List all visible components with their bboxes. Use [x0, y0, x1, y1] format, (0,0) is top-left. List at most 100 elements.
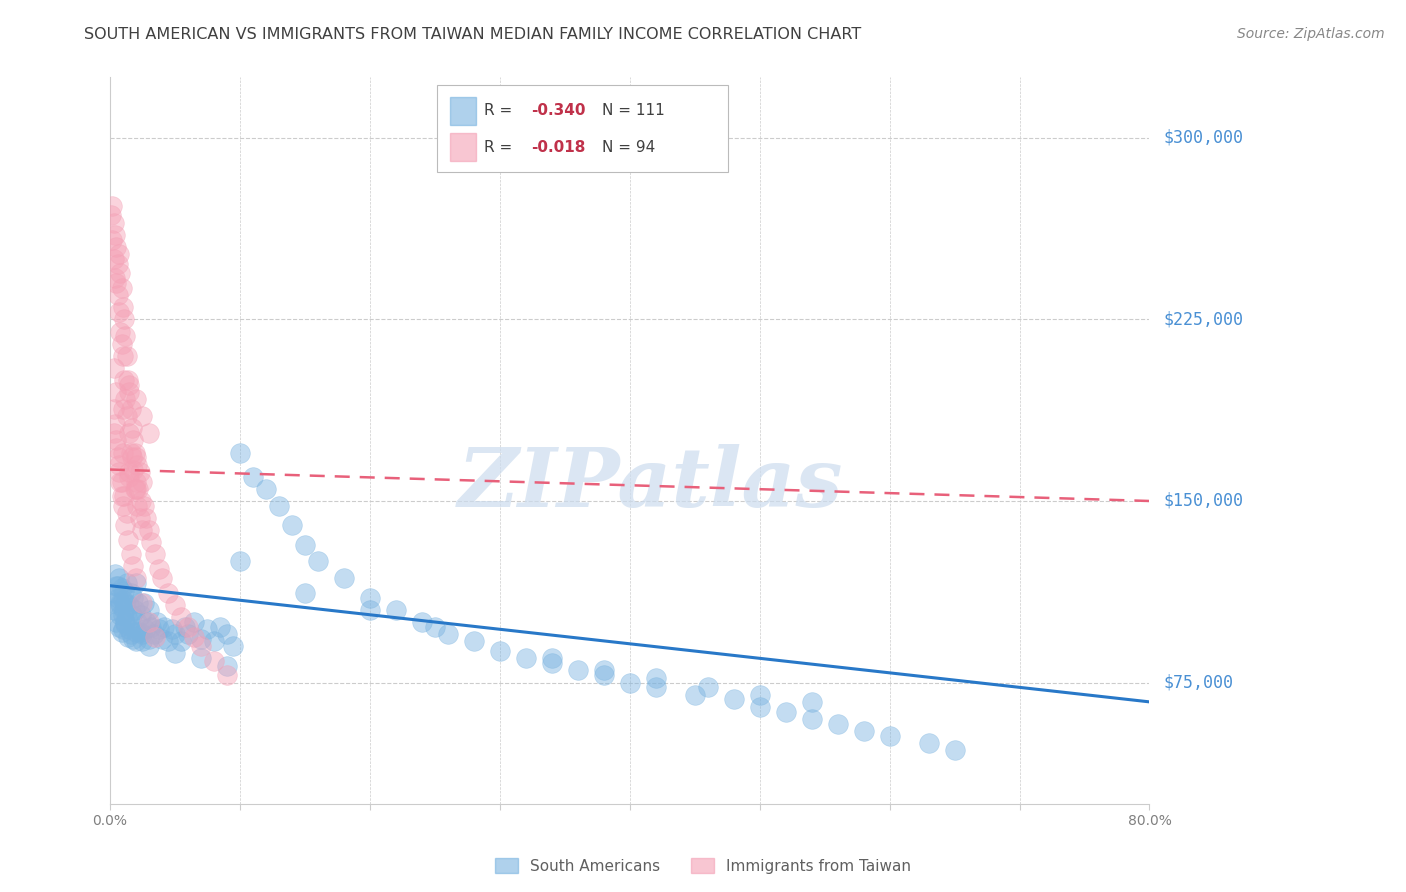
Point [267, 499, 290, 513]
Legend: South Americans, Immigrants from Taiwan: South Americans, Immigrants from Taiwan [489, 852, 917, 880]
Point [131, 596, 153, 610]
Point [110, 607, 132, 622]
Point [104, 586, 127, 600]
Point [683, 688, 706, 702]
Point [150, 632, 173, 646]
Point [540, 656, 562, 670]
Point [110, 281, 132, 295]
Point [124, 445, 146, 459]
Point [138, 523, 160, 537]
Point [115, 409, 138, 424]
Text: $225,000: $225,000 [1163, 310, 1243, 328]
Point [125, 482, 148, 496]
Point [163, 598, 186, 612]
Point [115, 349, 138, 363]
Point [125, 576, 148, 591]
Point [242, 470, 264, 484]
Point [108, 458, 131, 472]
Point [120, 627, 142, 641]
Point [122, 559, 145, 574]
Point [122, 591, 145, 605]
Point [125, 450, 148, 465]
Text: N = 94: N = 94 [602, 140, 655, 154]
Point [254, 482, 277, 496]
Point [124, 482, 146, 496]
Point [145, 615, 167, 629]
Point [120, 586, 142, 600]
Point [567, 664, 589, 678]
Point [110, 475, 132, 489]
Point [111, 301, 134, 315]
Point [104, 227, 127, 242]
Point [800, 712, 823, 726]
Point [129, 494, 152, 508]
Text: ZIPatlas: ZIPatlas [458, 444, 844, 524]
Point [436, 627, 458, 641]
Point [127, 615, 149, 629]
Point [105, 441, 128, 455]
Text: R =: R = [484, 103, 517, 119]
Point [138, 426, 160, 441]
Text: $300,000: $300,000 [1163, 129, 1243, 147]
Point [852, 723, 875, 738]
Point [143, 547, 166, 561]
Point [118, 426, 141, 441]
Point [644, 681, 666, 695]
Point [100, 208, 122, 222]
Point [141, 535, 163, 549]
Point [125, 624, 148, 639]
Point [281, 518, 304, 533]
Point [170, 610, 193, 624]
Point [332, 571, 354, 585]
Point [112, 603, 135, 617]
Point [105, 579, 128, 593]
Point [150, 571, 173, 585]
Point [110, 325, 132, 339]
Point [105, 240, 128, 254]
Point [112, 312, 135, 326]
Point [118, 622, 141, 636]
Point [129, 607, 152, 622]
Point [111, 622, 134, 636]
Point [118, 598, 141, 612]
Point [359, 591, 381, 605]
Point [148, 622, 170, 636]
Point [135, 511, 157, 525]
Point [294, 537, 316, 551]
Point [125, 392, 148, 407]
Point [118, 385, 141, 400]
Legend:  [444, 136, 464, 154]
Point [183, 630, 205, 644]
Text: -0.018: -0.018 [531, 140, 585, 154]
Point [121, 421, 143, 435]
Point [110, 598, 132, 612]
Text: Source: ZipAtlas.com: Source: ZipAtlas.com [1237, 27, 1385, 41]
Point [135, 615, 157, 629]
Point [103, 360, 125, 375]
Point [307, 554, 329, 568]
Point [177, 620, 200, 634]
Point [108, 571, 131, 585]
Point [115, 506, 138, 520]
Point [131, 634, 153, 648]
Point [131, 409, 153, 424]
Point [131, 523, 153, 537]
Point [170, 634, 193, 648]
Point [118, 470, 141, 484]
Point [107, 450, 129, 465]
Point [112, 373, 135, 387]
Point [131, 475, 153, 489]
Point [125, 475, 148, 489]
Point [775, 705, 797, 719]
Point [138, 639, 160, 653]
Point [115, 610, 138, 624]
Point [114, 392, 136, 407]
Point [111, 402, 134, 417]
Point [163, 627, 186, 641]
Point [114, 329, 136, 343]
Point [110, 475, 132, 489]
Point [103, 603, 125, 617]
Point [118, 377, 141, 392]
Point [114, 615, 136, 629]
Point [107, 591, 129, 605]
